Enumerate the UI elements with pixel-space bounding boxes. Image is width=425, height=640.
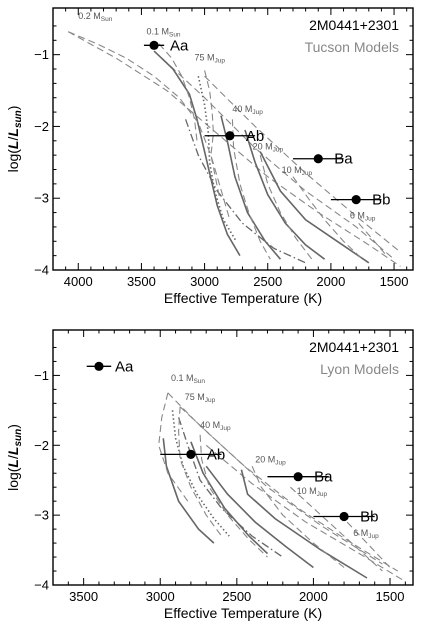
plot-frame (52, 7, 414, 271)
star-label-ab: Ab (207, 446, 225, 463)
y-tick-label: −3 (34, 508, 49, 523)
x-tick-label: 4000 (64, 274, 93, 289)
track-label-1: 0.2 MSun (78, 11, 112, 23)
star-label-aa: Aa (170, 37, 189, 54)
isochrone-dashdot (177, 417, 284, 558)
y-tick-label: −4 (34, 263, 49, 278)
x-tick-label: 3000 (146, 589, 175, 604)
x-tick-label: 2000 (316, 274, 345, 289)
star-label-ba: Ba (314, 469, 333, 486)
panel-subtitle: Tucson Models (305, 39, 399, 55)
star-label-bb: Bb (360, 509, 378, 526)
x-tick-label: 2000 (299, 589, 328, 604)
mass-track-6 (292, 176, 363, 260)
mass-track-5 (290, 486, 383, 572)
y-axis-title: log(L/Lsun) (5, 424, 24, 491)
mass-track-4 (231, 119, 271, 260)
isochrone-solid-3 (244, 129, 326, 260)
isochrone-dashdot (184, 119, 306, 264)
isochrone-dotted (197, 76, 237, 242)
isochrone-dashed-3 (204, 75, 401, 253)
star-point-ab (225, 131, 235, 141)
isochrone-dashed-3 (205, 444, 406, 582)
track-label-6: 10 MJup (282, 165, 313, 177)
track-label-4: 20 MJup (255, 455, 286, 467)
star-point-aa (149, 40, 159, 50)
mass-track-2 (158, 43, 198, 141)
star-label-ba: Ba (334, 151, 353, 168)
mass-track-7 (358, 222, 387, 256)
track-label-6: 6 MJup (353, 528, 379, 540)
isochrone-solid-1 (153, 50, 241, 257)
x-tick-label: 3500 (127, 274, 156, 289)
isochrone-dashed-2 (153, 50, 395, 260)
star-label-bb: Bb (372, 192, 390, 209)
mass-track-2 (178, 406, 222, 537)
track-label-1: 0.1 MSun (171, 373, 205, 385)
track-label-7: 6 MJup (350, 210, 376, 222)
star-point-ba (293, 472, 303, 482)
x-tick-label: 3500 (69, 589, 98, 604)
isochrone-solid-4 (240, 469, 368, 579)
x-tick-label: 2500 (253, 274, 282, 289)
isochrone-solid-3 (205, 465, 314, 569)
x-tick-label: 3000 (190, 274, 219, 289)
star-point-ba (313, 154, 323, 164)
y-tick-label: −3 (34, 191, 49, 206)
y-tick-label: −2 (34, 119, 49, 134)
plot-area (158, 392, 406, 582)
isochrone-solid-4 (259, 151, 370, 264)
isochrone-dashed-2 (179, 406, 383, 565)
isochrone-dashed-1 (167, 392, 398, 572)
mass-track-1 (158, 392, 189, 502)
track-label-3: 75 MJup (194, 52, 225, 64)
star-point-aa (94, 361, 104, 371)
isochrone-solid-2 (190, 441, 269, 555)
star-label-ab: Ab (246, 128, 264, 145)
star-point-bb (351, 195, 361, 205)
track-label-4: 40 MJup (232, 104, 263, 116)
isochrone-dotted (171, 410, 230, 537)
x-axis-title: Effective Temperature (K) (164, 605, 322, 621)
panel-title: 2M0441+2301 (309, 339, 399, 355)
mass-track-6 (346, 521, 391, 568)
track-label-2: 75 MJup (185, 392, 216, 404)
y-tick-label: −1 (34, 47, 49, 62)
y-tick-label: −4 (34, 578, 49, 593)
panel-subtitle: Lyon Models (320, 361, 399, 377)
star-point-ab (186, 449, 196, 459)
isochrone-dashed-1 (67, 31, 401, 267)
panel-title: 2M0441+2301 (309, 17, 399, 33)
mass-track-4 (251, 465, 345, 568)
x-tick-label: 1500 (380, 274, 409, 289)
star-point-bb (339, 511, 349, 522)
x-axis-title: Effective Temperature (K) (164, 290, 322, 306)
star-label-aa: Aa (115, 358, 134, 375)
y-tick-label: −2 (34, 438, 49, 453)
isochrone-solid-1 (162, 438, 215, 544)
y-axis-title: log(L/Lsun) (5, 106, 24, 173)
mass-track-3 (204, 70, 231, 220)
mass-track-1 (67, 31, 221, 199)
plot-area (67, 31, 401, 267)
mass-track-3 (199, 434, 268, 558)
x-tick-label: 2500 (222, 589, 251, 604)
plot-frame (52, 329, 414, 586)
x-tick-label: 1500 (376, 589, 405, 604)
y-tick-label: −1 (34, 368, 49, 383)
mass-track-5 (259, 155, 313, 260)
